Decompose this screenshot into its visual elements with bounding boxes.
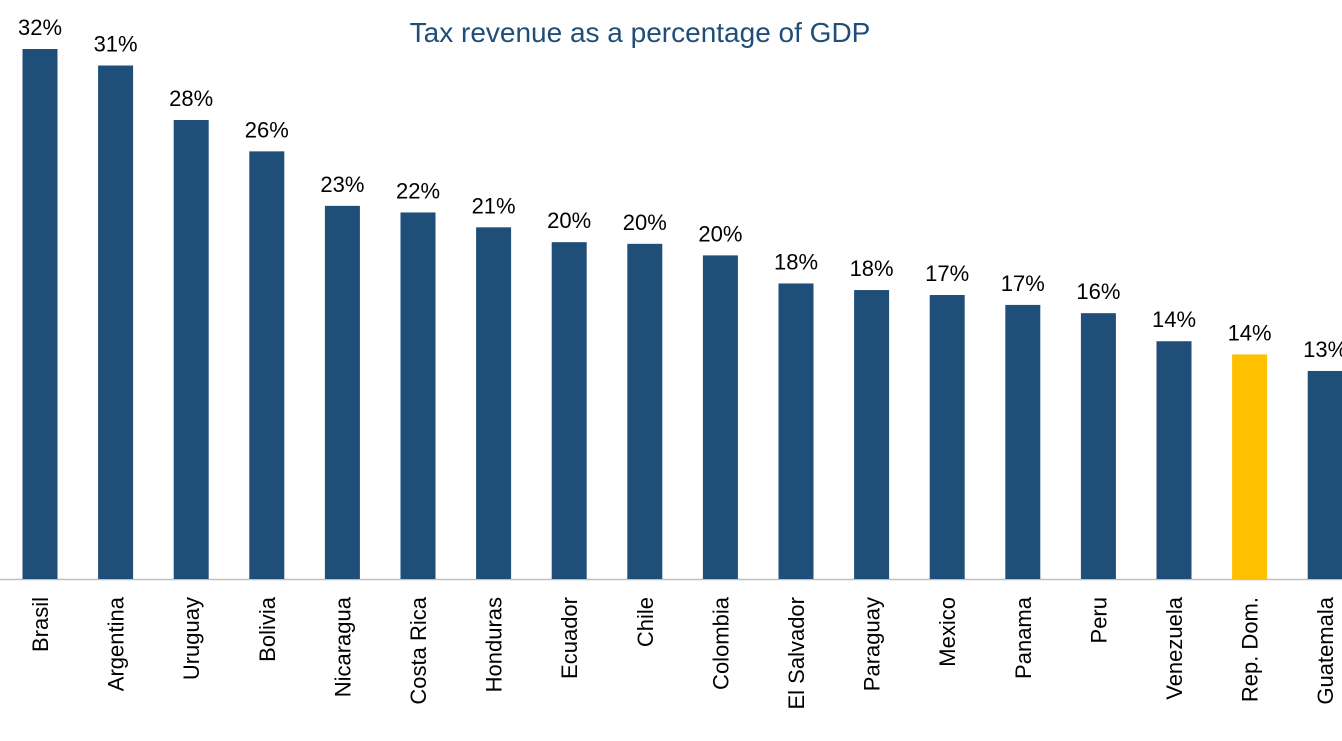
- x-tick-label: Rep. Dom.: [1238, 597, 1263, 702]
- bar: [324, 205, 360, 579]
- bar: [1307, 370, 1342, 579]
- bar: [551, 242, 587, 580]
- bar: [1080, 313, 1116, 579]
- value-label: 20%: [547, 208, 591, 233]
- x-tick-label: Nicaragua: [330, 596, 355, 697]
- bar: [98, 65, 134, 579]
- value-label: 14%: [1228, 320, 1272, 345]
- x-tick-label: Mexico: [935, 597, 960, 667]
- x-tick-label: Uruguay: [179, 597, 204, 680]
- bar: [702, 255, 738, 579]
- x-tick-label: Brasil: [28, 597, 53, 652]
- x-tick-label: Argentina: [104, 596, 129, 691]
- bar: [627, 243, 663, 579]
- value-label: 28%: [169, 86, 213, 111]
- x-tick-label: Bolivia: [255, 596, 280, 662]
- value-label: 23%: [320, 172, 364, 197]
- value-label: 22%: [396, 178, 440, 203]
- value-label: 21%: [472, 193, 516, 218]
- x-tick-label: Panama: [1011, 596, 1036, 679]
- x-tick-label: Colombia: [708, 596, 733, 690]
- value-label: 18%: [850, 256, 894, 281]
- bar: [173, 119, 209, 579]
- x-tick-label: Chile: [633, 597, 658, 647]
- value-label: 17%: [925, 261, 969, 286]
- bar: [476, 227, 512, 580]
- x-tick-label: Ecuador: [557, 597, 582, 679]
- value-label: 26%: [245, 117, 289, 142]
- value-label: 13%: [1303, 337, 1342, 362]
- bar: [1005, 304, 1041, 579]
- x-tick-label: El Salvador: [784, 597, 809, 710]
- value-label: 32%: [18, 15, 62, 40]
- value-label: 17%: [1001, 271, 1045, 296]
- bar: [1232, 354, 1268, 579]
- chart-title: Tax revenue as a percentage of GDP: [410, 17, 871, 48]
- bar: [1156, 341, 1192, 579]
- x-tick-label: Peru: [1086, 597, 1111, 643]
- x-tick-label: Honduras: [482, 597, 507, 692]
- value-label: 31%: [94, 32, 138, 57]
- value-label: 16%: [1076, 279, 1120, 304]
- bar: [22, 49, 58, 579]
- value-label: 14%: [1152, 307, 1196, 332]
- value-label: 20%: [623, 210, 667, 235]
- bar: [778, 283, 814, 579]
- value-label: 18%: [774, 249, 818, 274]
- x-tick-label: Guatemala: [1313, 596, 1338, 704]
- bar: [854, 290, 890, 579]
- value-label: 20%: [698, 221, 742, 246]
- x-tick-label: Costa Rica: [406, 596, 431, 704]
- bar: [249, 151, 285, 579]
- x-tick-label: Venezuela: [1162, 596, 1187, 700]
- bar: [400, 212, 436, 579]
- bar: [929, 295, 965, 579]
- x-tick-label: Paraguay: [860, 597, 885, 691]
